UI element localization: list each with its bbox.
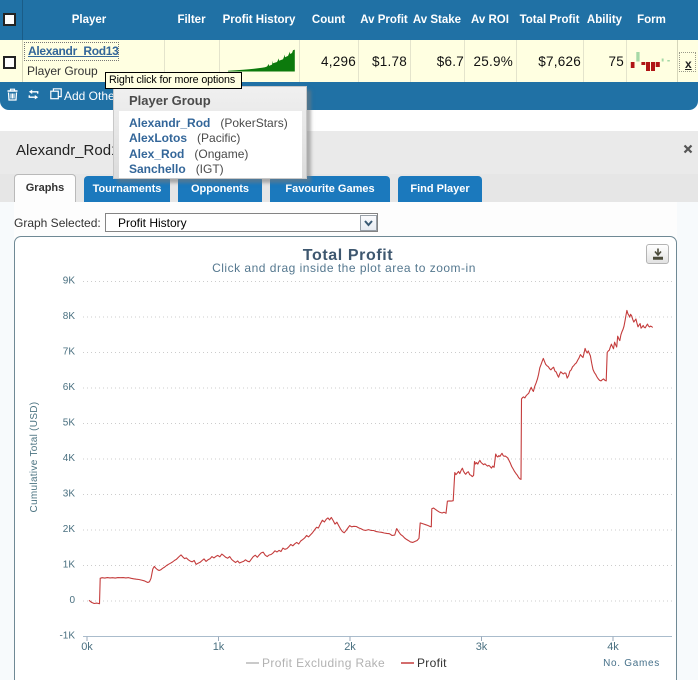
svg-text:-1K: -1K [59,631,75,642]
svg-text:3k: 3k [476,641,488,653]
svg-text:7K: 7K [63,347,76,358]
svg-text:2K: 2K [63,524,76,535]
svg-text:3K: 3K [63,489,76,500]
svg-text:Profit Excluding Rake: Profit Excluding Rake [262,656,385,670]
svg-text:5K: 5K [63,418,76,429]
svg-text:Cumulative Total (USD): Cumulative Total (USD) [29,402,40,513]
svg-text:9K: 9K [63,276,76,287]
svg-text:0: 0 [69,595,75,606]
svg-text:6K: 6K [63,382,76,393]
svg-text:4k: 4k [607,641,619,653]
svg-text:No. Games: No. Games [603,658,660,669]
svg-text:1K: 1K [63,560,76,571]
svg-text:Click and drag inside the plot: Click and drag inside the plot area to z… [212,261,476,275]
svg-text:2k: 2k [344,641,356,653]
svg-text:1k: 1k [213,641,225,653]
svg-text:8K: 8K [63,311,76,322]
svg-text:0k: 0k [81,641,93,653]
svg-text:4K: 4K [63,453,76,464]
svg-text:Profit: Profit [417,656,447,670]
svg-text:Total Profit: Total Profit [303,247,394,264]
